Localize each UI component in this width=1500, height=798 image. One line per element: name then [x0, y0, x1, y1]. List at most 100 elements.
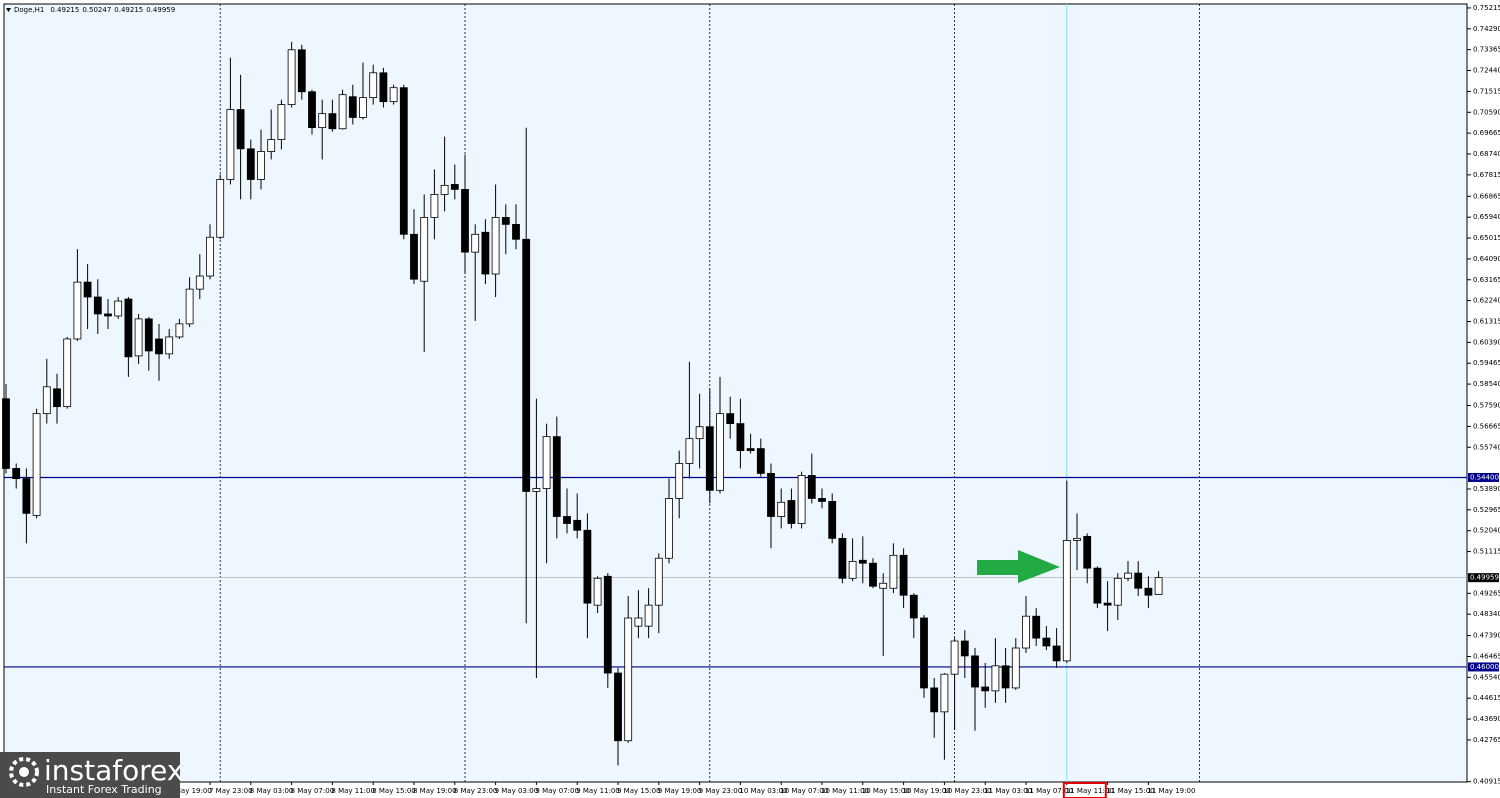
- candle-body: [501, 216, 510, 225]
- x-tick-label: 9 May 03:00: [495, 787, 539, 795]
- candle-body: [777, 501, 786, 517]
- x-tick-label: 10 May 11:00: [821, 787, 869, 795]
- candle-body: [542, 436, 551, 489]
- candle-body: [695, 426, 704, 440]
- brand: instaforex: [44, 754, 183, 787]
- candle-body: [1154, 577, 1163, 595]
- y-tick-label: 0.46465: [1473, 652, 1500, 660]
- y-tick-label: 0.48340: [1473, 610, 1500, 618]
- candle-body: [624, 617, 633, 742]
- level-label-box: [1468, 662, 1499, 672]
- candle-body: [614, 672, 622, 742]
- y-tick-label: 0.68740: [1473, 150, 1500, 158]
- x-tick-label: 8 May 23:00: [454, 787, 498, 795]
- y-tick-label: 0.65940: [1473, 213, 1500, 221]
- y-tick-label: 0.57590: [1473, 402, 1500, 410]
- candle-body: [297, 49, 306, 93]
- y-tick-label: 0.59465: [1473, 359, 1500, 367]
- candle-body: [1144, 587, 1153, 596]
- candle-body: [114, 300, 123, 317]
- candle-body: [257, 151, 265, 180]
- plot-layer: [2, 4, 1467, 782]
- candle-body: [593, 577, 602, 606]
- header-close: 0.49959: [146, 6, 175, 14]
- candle-body: [318, 113, 327, 129]
- candle-body: [246, 148, 255, 180]
- candle-body: [22, 478, 31, 514]
- x-tick-label: 11 May 03:00: [984, 787, 1032, 795]
- candle-body: [971, 655, 979, 688]
- header-high: 0.50247: [82, 6, 111, 14]
- x-tick-label: 9 May 19:00: [658, 787, 702, 795]
- candle-body: [195, 275, 204, 290]
- candle-body: [2, 398, 10, 469]
- candle-body: [736, 423, 745, 452]
- x-tick-label: 8 May 19:00: [413, 787, 457, 795]
- candle-body: [675, 463, 684, 499]
- header-open: 0.49215: [50, 6, 79, 14]
- candle-body: [348, 96, 357, 118]
- candle-body: [1062, 540, 1071, 662]
- x-tick-label: 10 May 07:00: [780, 787, 828, 795]
- candle-body: [879, 582, 888, 589]
- candle-body: [563, 516, 571, 524]
- candle-body: [848, 560, 857, 579]
- candle-body: [930, 687, 939, 713]
- candle-body: [1113, 577, 1122, 606]
- candle-body: [267, 139, 276, 152]
- candle-body: [155, 338, 163, 355]
- y-tick-label: 0.55740: [1473, 443, 1500, 451]
- level-label: 0.54400: [1470, 473, 1499, 481]
- candle-body: [124, 298, 133, 358]
- candle-body: [869, 562, 877, 587]
- candle-body: [1042, 637, 1051, 647]
- candle-body: [1032, 615, 1041, 639]
- candle-body: [420, 216, 429, 282]
- watermark: instaforex Instant Forex Trading: [0, 752, 183, 798]
- candle-body: [950, 640, 959, 675]
- candle-body: [1093, 567, 1102, 604]
- x-tick-label: 7 May 23:00: [209, 787, 253, 795]
- y-tick-label: 0.72440: [1473, 67, 1500, 75]
- candle-body: [104, 313, 112, 317]
- candle-body: [144, 318, 153, 352]
- header-low: 0.49215: [114, 6, 143, 14]
- candle-body: [552, 436, 561, 517]
- y-tick-label: 0.70590: [1473, 108, 1500, 116]
- x-tick-label: 11 May 07:00: [1025, 787, 1073, 795]
- x-tick-label: 8 May 07:00: [291, 787, 335, 795]
- candle-body: [185, 288, 194, 325]
- y-tick-label: 0.75215: [1473, 4, 1500, 12]
- candle-body: [899, 554, 908, 596]
- y-tick-label: 0.73365: [1473, 46, 1500, 54]
- candle-body: [471, 233, 480, 253]
- y-tick-label: 0.62240: [1473, 297, 1500, 305]
- symbol: Doge,H1: [14, 6, 44, 14]
- candle-body: [838, 537, 847, 579]
- x-tick-label: 9 May 07:00: [535, 787, 579, 795]
- candle-body: [991, 665, 1000, 692]
- candle-body: [726, 413, 735, 424]
- candle-body: [746, 448, 755, 452]
- candle-body: [410, 233, 418, 280]
- logo-core: [19, 767, 29, 777]
- x-tick-label: 10 May 19:00: [903, 787, 951, 795]
- y-tick-label: 0.74290: [1473, 25, 1500, 33]
- x-tick-label: 10 May 23:00: [943, 787, 991, 795]
- y-tick-label: 0.52040: [1473, 527, 1500, 535]
- candle-body: [73, 281, 82, 340]
- candle-body: [807, 475, 816, 499]
- candle-body: [226, 109, 235, 180]
- x-tick-label: 9 May 11:00: [576, 787, 620, 795]
- candle-body: [359, 97, 367, 118]
- y-tick-label: 0.56665: [1473, 422, 1500, 430]
- candle-body: [909, 594, 918, 619]
- candle-body: [603, 575, 612, 674]
- x-tick-label: 11 May 11:00: [1066, 787, 1114, 795]
- x-tick-label: 11 May 15:00: [1107, 787, 1155, 795]
- price-label-box: [1468, 573, 1499, 583]
- candle-body: [981, 686, 990, 692]
- candle-body: [1001, 665, 1010, 689]
